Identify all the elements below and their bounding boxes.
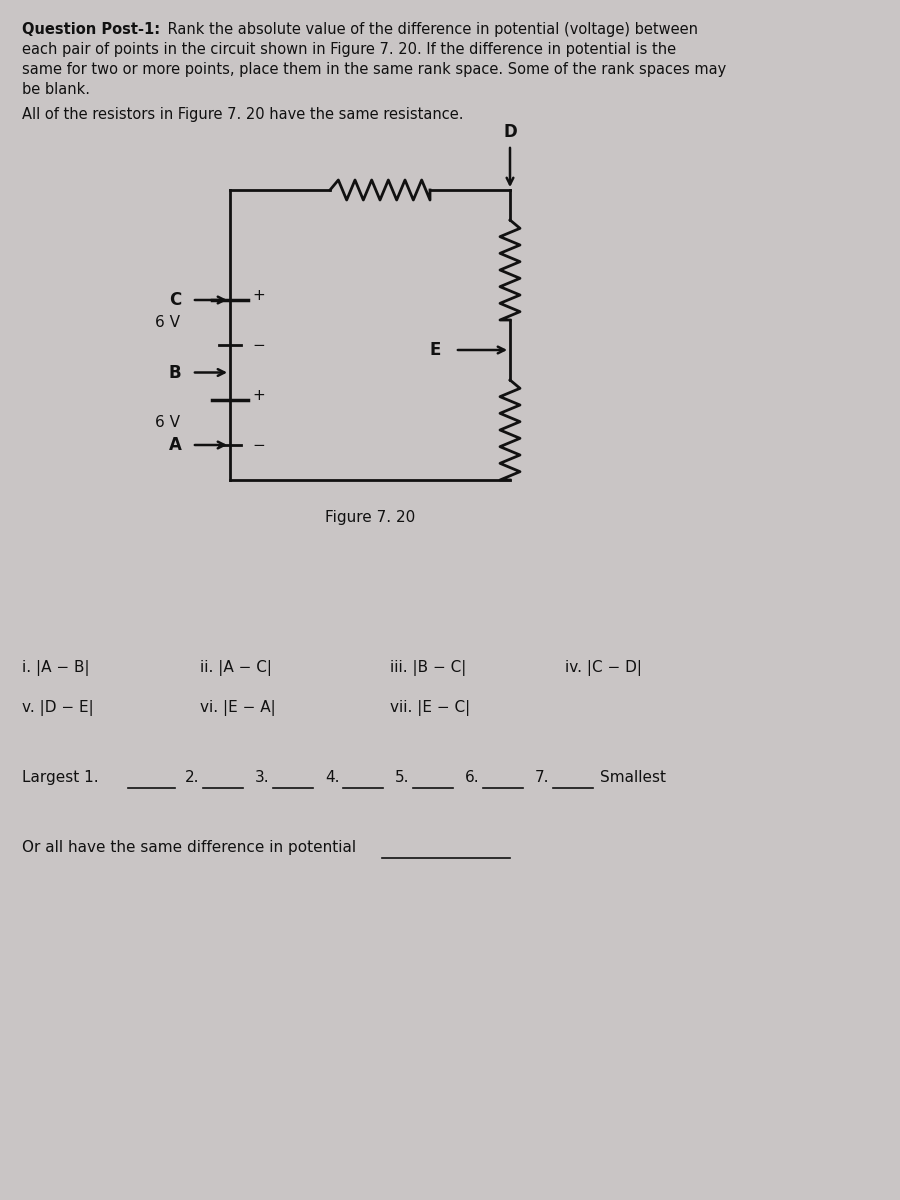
Text: 5.: 5. — [395, 770, 410, 785]
Text: 2.: 2. — [185, 770, 200, 785]
Text: Smallest: Smallest — [600, 770, 666, 785]
Text: 3.: 3. — [255, 770, 270, 785]
Text: 6 V: 6 V — [155, 314, 180, 330]
Text: 6.: 6. — [465, 770, 480, 785]
Text: Largest 1.: Largest 1. — [22, 770, 99, 785]
Text: 6 V: 6 V — [155, 415, 180, 430]
Text: 4.: 4. — [325, 770, 339, 785]
Text: 7.: 7. — [535, 770, 550, 785]
Text: Rank the absolute value of the difference in potential (voltage) between: Rank the absolute value of the differenc… — [163, 22, 698, 37]
Text: vii. |E − C|: vii. |E − C| — [390, 700, 470, 716]
Text: −: − — [252, 438, 265, 452]
Text: Question Post-1:: Question Post-1: — [22, 22, 160, 37]
Text: iii. |B − C|: iii. |B − C| — [390, 660, 466, 676]
Text: Figure 7. 20: Figure 7. 20 — [325, 510, 415, 526]
Text: B: B — [168, 364, 181, 382]
Text: v. |D − E|: v. |D − E| — [22, 700, 94, 716]
Text: −: − — [252, 337, 265, 353]
Text: C: C — [169, 290, 181, 308]
Text: +: + — [252, 288, 265, 302]
Text: vi. |E − A|: vi. |E − A| — [200, 700, 275, 716]
Text: All of the resistors in Figure 7. 20 have the same resistance.: All of the resistors in Figure 7. 20 hav… — [22, 107, 464, 122]
Text: iv. |C − D|: iv. |C − D| — [565, 660, 642, 676]
Text: each pair of points in the circuit shown in Figure 7. 20. If the difference in p: each pair of points in the circuit shown… — [22, 42, 676, 56]
Text: A: A — [168, 436, 182, 454]
Text: i. |A − B|: i. |A − B| — [22, 660, 90, 676]
Text: Or all have the same difference in potential: Or all have the same difference in poten… — [22, 840, 356, 854]
Text: D: D — [503, 122, 517, 140]
Text: ii. |A − C|: ii. |A − C| — [200, 660, 272, 676]
Text: E: E — [429, 341, 441, 359]
Text: +: + — [252, 388, 265, 402]
Text: be blank.: be blank. — [22, 82, 90, 97]
Text: same for two or more points, place them in the same rank space. Some of the rank: same for two or more points, place them … — [22, 62, 726, 77]
